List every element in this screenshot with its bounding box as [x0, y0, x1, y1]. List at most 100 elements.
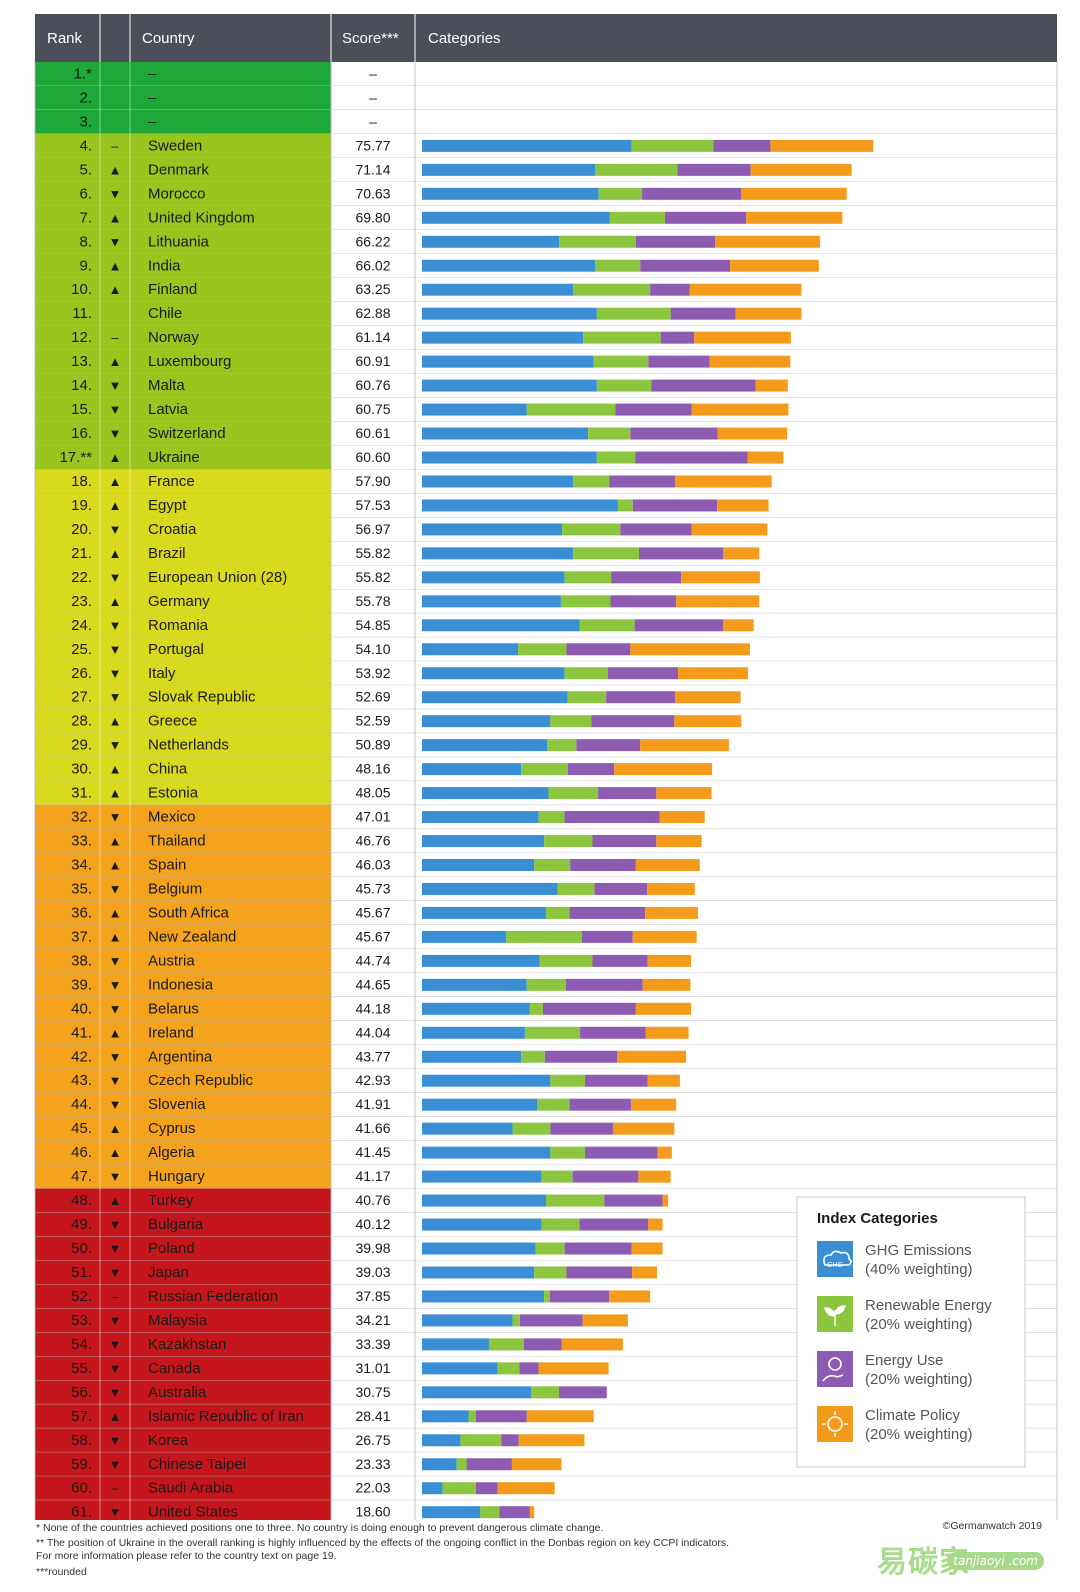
bar-segment [422, 1074, 551, 1087]
score-label: 61.14 [355, 329, 390, 345]
score-label: 44.65 [355, 976, 390, 992]
bar-segment [422, 163, 595, 176]
bar-segment [422, 1266, 535, 1279]
row-band [35, 469, 331, 494]
rank-label: 4. [79, 137, 92, 154]
bar-segment [594, 882, 648, 895]
bar-segment [606, 691, 675, 704]
bar-segment [678, 667, 749, 680]
score-label: 56.97 [355, 521, 390, 537]
bar-segment [526, 978, 566, 991]
country-label: Malta [148, 377, 185, 394]
bar-segment [422, 1314, 513, 1327]
bar-segment [422, 571, 565, 584]
row-band [35, 541, 331, 566]
footnote-3: For more information please refer to the… [36, 1550, 337, 1562]
rank-label: 34. [71, 857, 92, 874]
bar-segment [670, 307, 736, 320]
bar-segment [617, 499, 633, 512]
trend-icon: ▼ [109, 810, 122, 825]
bar-segment [524, 1026, 581, 1039]
bar-segment [569, 906, 646, 919]
score-label: 39.98 [355, 1240, 390, 1256]
rank-label: 24. [71, 617, 92, 634]
row-band [35, 493, 331, 518]
row-band [35, 301, 331, 326]
row-band [35, 1116, 331, 1141]
row-band [35, 62, 331, 86]
bar-segment [596, 451, 636, 464]
bar-segment [542, 1002, 636, 1015]
trend-icon: ▲ [109, 594, 122, 609]
cloud-glyph [823, 1250, 852, 1266]
bar-segment [657, 1146, 672, 1159]
bar-segment [635, 235, 716, 248]
trend-icon: ▲ [109, 929, 122, 944]
row-band [35, 1356, 331, 1381]
bar-segment [422, 187, 599, 200]
trend-icon: ▼ [109, 953, 122, 968]
rank-label: 18. [71, 473, 92, 490]
trend-icon: ▼ [109, 1001, 122, 1016]
rank-label: 33. [71, 833, 92, 850]
bar-segment [632, 499, 718, 512]
trend-icon: ▼ [109, 1265, 122, 1280]
bar-segment [723, 619, 754, 632]
footnote-2: ** The position of Ukraine in the overal… [36, 1537, 730, 1549]
rank-label: 58. [71, 1432, 92, 1449]
row-band [35, 1380, 331, 1405]
country-label: Belarus [148, 1000, 199, 1017]
country-label: Canada [148, 1360, 201, 1377]
trend-icon: ▲ [109, 1121, 122, 1136]
bar-segment [662, 1194, 669, 1207]
bar-segment [747, 451, 784, 464]
row-band [35, 876, 331, 901]
row-band [35, 349, 331, 374]
bar-segment [422, 978, 527, 991]
bar-segment [609, 1290, 651, 1303]
bar-segment [691, 403, 789, 416]
bar-segment [694, 331, 791, 344]
bar-segment [615, 403, 692, 416]
score-label: 66.22 [355, 233, 390, 249]
bar-segment [647, 1074, 680, 1087]
country-label: Switzerland [148, 425, 226, 442]
bar-segment [518, 1434, 585, 1447]
row-band [35, 1236, 331, 1261]
rank-label: 10. [71, 281, 92, 298]
bar-segment [583, 331, 661, 344]
row-band [35, 589, 331, 614]
trend-icon: ▼ [109, 881, 122, 896]
bar-segment [651, 379, 756, 392]
bar-segment [741, 187, 847, 200]
trend-icon: – [111, 330, 119, 345]
bar-segment [674, 475, 772, 488]
sun-glyph [827, 1416, 843, 1432]
country-label: Cyprus [148, 1120, 196, 1137]
country-label: Portugal [148, 641, 204, 658]
country-label: China [148, 761, 188, 778]
bar-segment [647, 954, 692, 967]
country-label: New Zealand [148, 928, 236, 945]
country-label: Russian Federation [148, 1288, 278, 1305]
row-band [35, 757, 331, 782]
legend-item-name: Renewable Energy [865, 1297, 992, 1314]
country-label: Luxembourg [148, 353, 231, 370]
header-country: Country [142, 30, 195, 47]
bar-segment [567, 763, 615, 776]
trend-icon: ▼ [109, 1337, 122, 1352]
bar-segment [529, 1002, 543, 1015]
row-band [35, 109, 331, 134]
bar-segment [611, 571, 682, 584]
bar-segment [592, 954, 648, 967]
row-band [35, 1164, 331, 1189]
bar-segment [610, 595, 677, 608]
score-label: 52.69 [355, 689, 390, 705]
row-band [35, 924, 331, 949]
watermark-domain: tanjiaoyi .com [947, 1552, 1044, 1570]
bar-segment [639, 547, 724, 560]
bar-segment [422, 906, 546, 919]
trend-icon: ▼ [109, 234, 122, 249]
bar-segment [544, 1290, 550, 1303]
bar-segment [519, 1362, 539, 1375]
